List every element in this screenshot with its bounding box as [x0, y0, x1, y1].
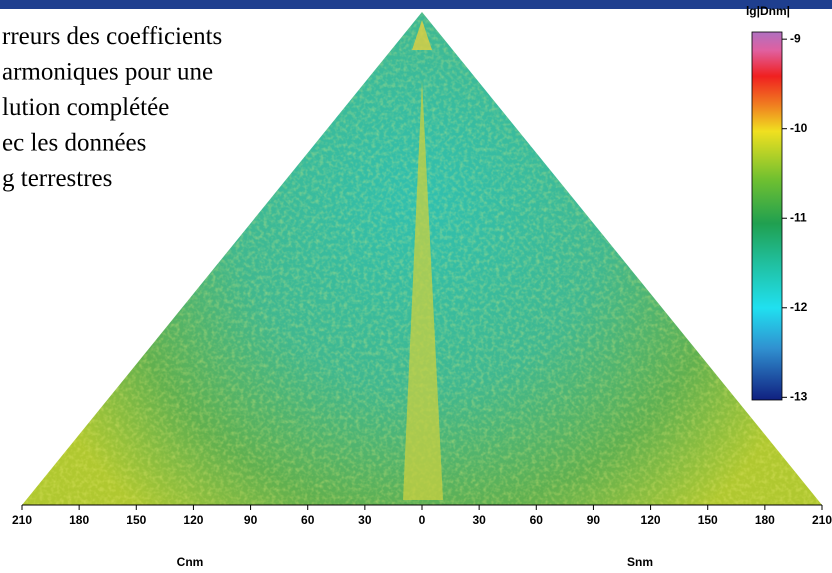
plot-area: [22, 12, 822, 505]
colorbar-tick-label: -9: [790, 31, 801, 45]
colorbar-label: lg|Dnm|: [746, 4, 790, 18]
x-tick-label: 210: [812, 513, 832, 527]
x-tick-label: 0: [419, 513, 426, 527]
title-line: lution complétée: [2, 94, 169, 121]
x-tick-label: 60: [301, 513, 315, 527]
title: rreurs des coefficients armoniques pour u…: [2, 23, 222, 192]
x-tick-label: 120: [183, 513, 203, 527]
x-tick-label: 150: [698, 513, 718, 527]
central-band: [403, 80, 443, 500]
x-tick-label: 180: [69, 513, 89, 527]
colorbar-tick-label: -13: [790, 389, 808, 403]
x-axis-label-left: Cnm: [177, 555, 204, 569]
colorbar-tick-label: -10: [790, 121, 808, 135]
x-tick-label: 30: [358, 513, 372, 527]
colorbar-tick-label: -12: [790, 300, 808, 314]
title-line: armoniques pour une: [2, 59, 213, 86]
x-tick-label: 210: [12, 513, 32, 527]
title-line: ec les données: [2, 130, 146, 157]
x-tick-label: 60: [530, 513, 544, 527]
colorbar-frame: [751, 31, 783, 401]
top-bar: [0, 0, 832, 9]
x-tick-label: 90: [587, 513, 601, 527]
x-axis-label-right: Snm: [627, 555, 653, 569]
title-line: rreurs des coefficients: [2, 23, 222, 50]
x-tick-label: 30: [472, 513, 486, 527]
colorbar: [752, 32, 782, 400]
title-line: g terrestres: [2, 165, 112, 192]
x-tick-label: 120: [641, 513, 661, 527]
colorbar-tick-label: -11: [790, 210, 807, 224]
x-tick-label: 150: [126, 513, 146, 527]
x-tick-label: 180: [755, 513, 775, 527]
apex-spot: [412, 20, 432, 50]
x-tick-label: 90: [244, 513, 258, 527]
